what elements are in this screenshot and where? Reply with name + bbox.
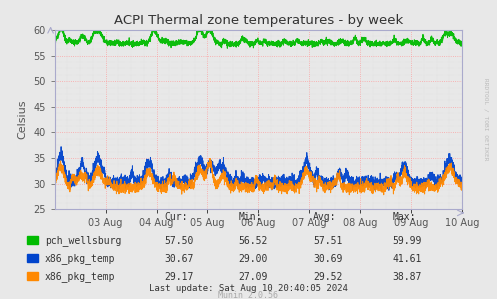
Text: 30.69: 30.69	[313, 254, 342, 264]
Y-axis label: Celsius: Celsius	[17, 100, 28, 139]
Text: 57.51: 57.51	[313, 236, 342, 246]
Text: x86_pkg_temp: x86_pkg_temp	[45, 271, 115, 282]
Text: x86_pkg_temp: x86_pkg_temp	[45, 253, 115, 264]
Text: Min:: Min:	[239, 212, 262, 222]
Text: Avg:: Avg:	[313, 212, 336, 222]
Text: pch_wellsburg: pch_wellsburg	[45, 235, 121, 246]
Text: 56.52: 56.52	[239, 236, 268, 246]
Text: 29.00: 29.00	[239, 254, 268, 264]
Text: Last update: Sat Aug 10 20:40:05 2024: Last update: Sat Aug 10 20:40:05 2024	[149, 284, 348, 293]
Text: 29.52: 29.52	[313, 271, 342, 282]
Text: 41.61: 41.61	[393, 254, 422, 264]
Text: 27.09: 27.09	[239, 271, 268, 282]
Text: RRDTOOL / TOBI OETIKER: RRDTOOL / TOBI OETIKER	[484, 78, 489, 161]
Text: 30.67: 30.67	[164, 254, 193, 264]
Text: 57.50: 57.50	[164, 236, 193, 246]
Text: 59.99: 59.99	[393, 236, 422, 246]
Text: 38.87: 38.87	[393, 271, 422, 282]
Text: Munin 2.0.56: Munin 2.0.56	[219, 291, 278, 299]
Text: Cur:: Cur:	[164, 212, 187, 222]
Text: 29.17: 29.17	[164, 271, 193, 282]
Title: ACPI Thermal zone temperatures - by week: ACPI Thermal zone temperatures - by week	[114, 14, 403, 27]
Text: Max:: Max:	[393, 212, 416, 222]
